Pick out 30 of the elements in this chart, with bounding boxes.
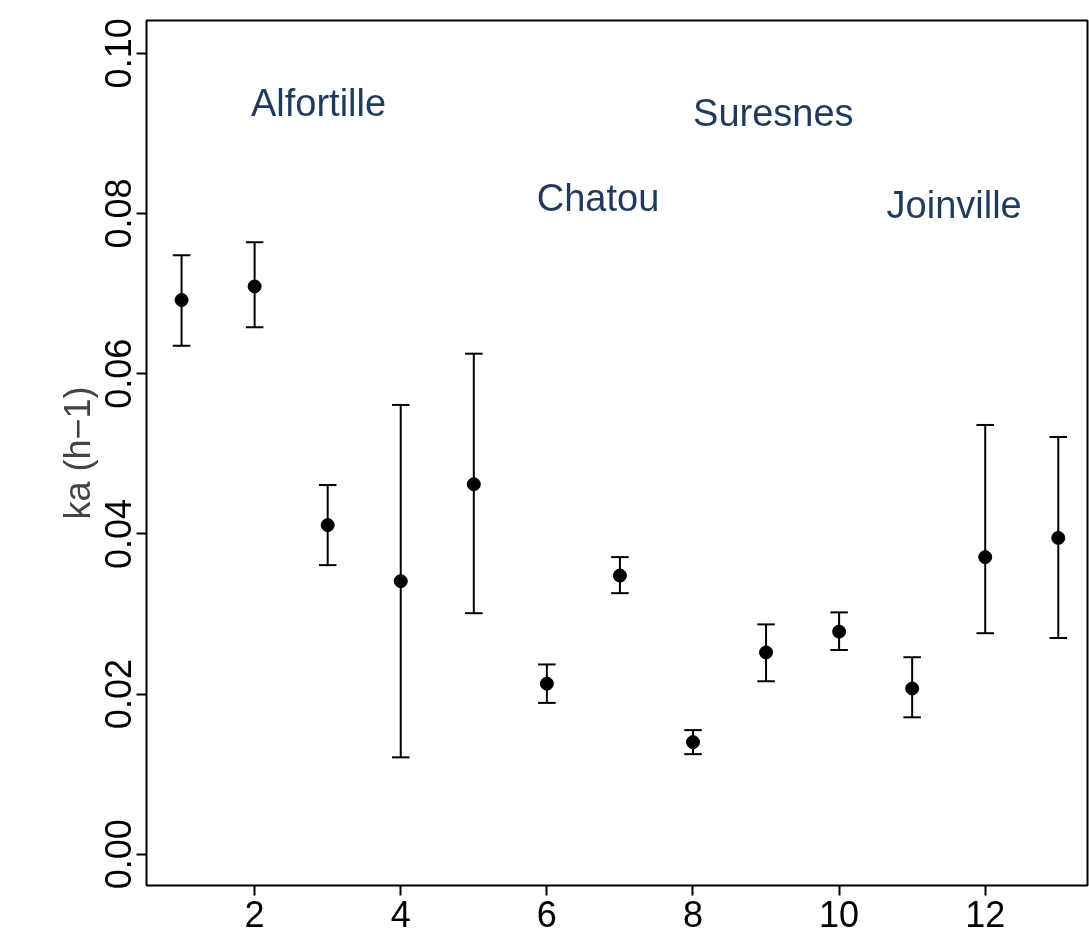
- annotation: Suresnes: [693, 91, 854, 134]
- y-axis-title: ka (h−1): [56, 386, 98, 520]
- point: [612, 568, 627, 583]
- y-tick-label: 0.10: [98, 18, 140, 89]
- annotation: Chatou: [536, 176, 660, 219]
- y-tick-label: 0.06: [98, 338, 140, 409]
- x-tick-label: 10: [819, 893, 860, 935]
- annotation: Joinville: [886, 183, 1022, 226]
- point: [539, 676, 554, 691]
- point: [466, 477, 481, 492]
- y-tick-label: 0.08: [98, 178, 140, 249]
- point: [905, 681, 920, 696]
- y-tick-label: 0.02: [98, 659, 140, 730]
- point: [174, 293, 189, 308]
- point: [393, 574, 408, 589]
- y-tick-label: 0.04: [98, 498, 140, 569]
- x-tick-label: 4: [390, 893, 411, 935]
- point: [685, 735, 700, 750]
- x-tick-label: 12: [965, 893, 1006, 935]
- y-tick-label: 0.00: [98, 819, 140, 890]
- point: [832, 624, 847, 639]
- point: [247, 279, 262, 294]
- x-tick-label: 8: [682, 893, 703, 935]
- x-tick-label: 2: [244, 893, 265, 935]
- point: [320, 518, 335, 533]
- point: [978, 550, 993, 565]
- annotation: Alfortille: [250, 82, 387, 124]
- point: [1051, 530, 1066, 545]
- point: [759, 645, 774, 660]
- x-tick-label: 6: [536, 893, 557, 935]
